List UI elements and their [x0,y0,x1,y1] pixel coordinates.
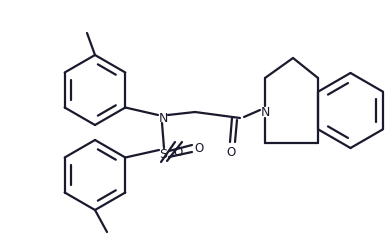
Text: O: O [194,142,204,155]
Text: O: O [173,147,183,159]
Text: O: O [226,147,236,159]
Text: N: N [260,106,270,119]
Text: N: N [158,111,168,124]
Text: S: S [159,149,167,162]
